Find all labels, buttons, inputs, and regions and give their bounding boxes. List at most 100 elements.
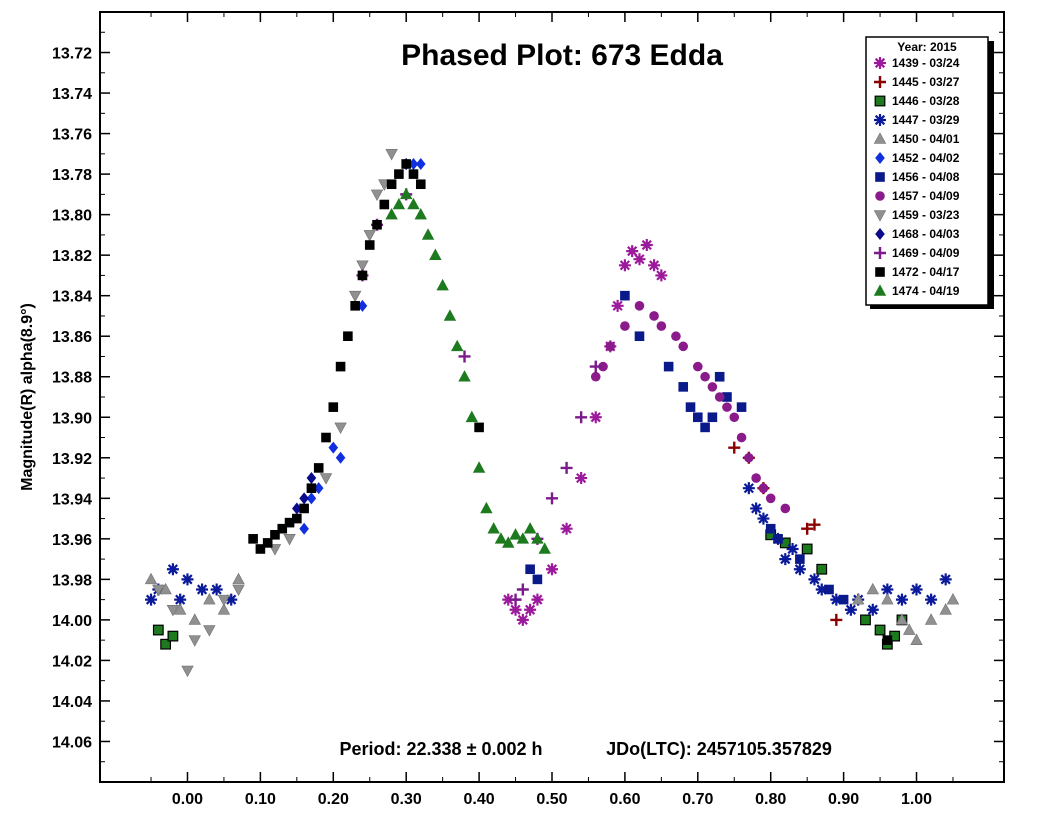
y-tick-label: 14.00 [52,613,92,630]
data-point [277,523,288,534]
data-point [394,169,404,179]
data-point [649,311,659,321]
data-point [217,594,231,607]
data-point [421,228,435,240]
legend-marker [875,191,885,201]
data-point [866,603,879,616]
data-point [765,493,776,504]
data-point [364,240,375,250]
legend-marker [875,172,885,182]
data-point [795,554,805,564]
data-point [429,248,442,260]
data-point [465,410,479,423]
data-point [575,411,588,424]
data-point [634,301,645,311]
data-point [678,382,689,392]
legend: Year: 2015 1439 - 03/24 1445 - 03/27 1446 … [865,36,994,309]
data-point [729,412,740,423]
data-point [399,187,413,200]
data-point [524,603,537,616]
period-label: Period: 22.338 ± 0.002 h [340,739,543,759]
y-tick-label: 14.06 [52,734,92,751]
data-point [144,572,158,585]
data-point [217,603,231,615]
y-tick-label: 13.88 [52,370,92,387]
data-point [722,402,732,412]
data-point [605,341,616,352]
data-point [801,522,814,535]
data-point [714,371,725,382]
data-point [648,259,661,272]
legend-entry: 1445 - 03/27 [892,75,960,89]
data-point [292,513,302,524]
data-point [815,583,828,596]
data-point [173,603,187,615]
y-axis-label: Magnitude(R) alpha(8.9°) [19,303,36,491]
data-point [779,553,792,566]
data-point [306,483,317,493]
data-point [693,412,703,423]
data-point [589,360,602,373]
data-point [509,528,522,540]
data-point [910,583,923,596]
data-point [306,492,317,505]
data-point [502,536,515,548]
data-point [232,584,245,597]
data-point [188,635,201,647]
data-point [379,199,390,210]
data-point [188,613,201,625]
data-point [611,299,624,312]
data-point [306,472,317,485]
data-point [350,301,360,311]
data-point [744,452,754,463]
data-point [203,625,216,637]
data-point [363,230,376,242]
x-tick-label: 0.90 [828,791,859,808]
data-point [531,532,544,544]
data-point [808,573,821,586]
data-point [516,613,529,626]
plot-frame [99,11,1005,783]
x-axis-ticks: 0.00 0.10 0.20 0.30 0.40 0.50 0.60 0.70 0.80 0.90… [150,12,954,808]
data-point [335,451,346,464]
data-point [910,633,923,645]
data-point [793,563,806,576]
data-point [634,331,645,342]
legend-marker [874,247,886,259]
data-point [656,321,667,331]
legend-marker [873,132,887,144]
epoch-label: JDo(LTC): 2457105.357829 [606,739,832,759]
data-point [895,593,908,606]
data-point [283,534,296,546]
data-point [816,563,828,575]
data-point [181,573,194,586]
data-point [620,321,630,331]
chart-title: Phased Plot: 673 Edda [401,39,723,72]
data-point [531,593,544,606]
y-tick-label: 13.76 [52,127,92,144]
data-point [509,593,522,606]
data-point [313,482,324,495]
data-point [385,208,398,220]
data-point [786,542,799,555]
data-point [160,638,172,650]
data-point [523,522,537,534]
data-point [248,534,258,544]
y-tick-label: 13.98 [52,572,92,589]
data-point [707,382,718,392]
data-point [372,219,382,230]
y-tick-label: 13.82 [52,248,92,265]
data-point [830,593,843,606]
data-point [436,278,449,291]
data-point [824,584,834,595]
data-point [742,482,755,495]
y-tick-label: 13.80 [52,208,92,225]
data-point [407,197,420,210]
legend-marker [874,114,886,126]
data-point [145,593,158,606]
x-tick-label: 0.30 [391,791,422,808]
data-point [480,501,493,514]
data-point [401,159,411,169]
data-point [924,613,938,625]
data-point [736,432,747,443]
